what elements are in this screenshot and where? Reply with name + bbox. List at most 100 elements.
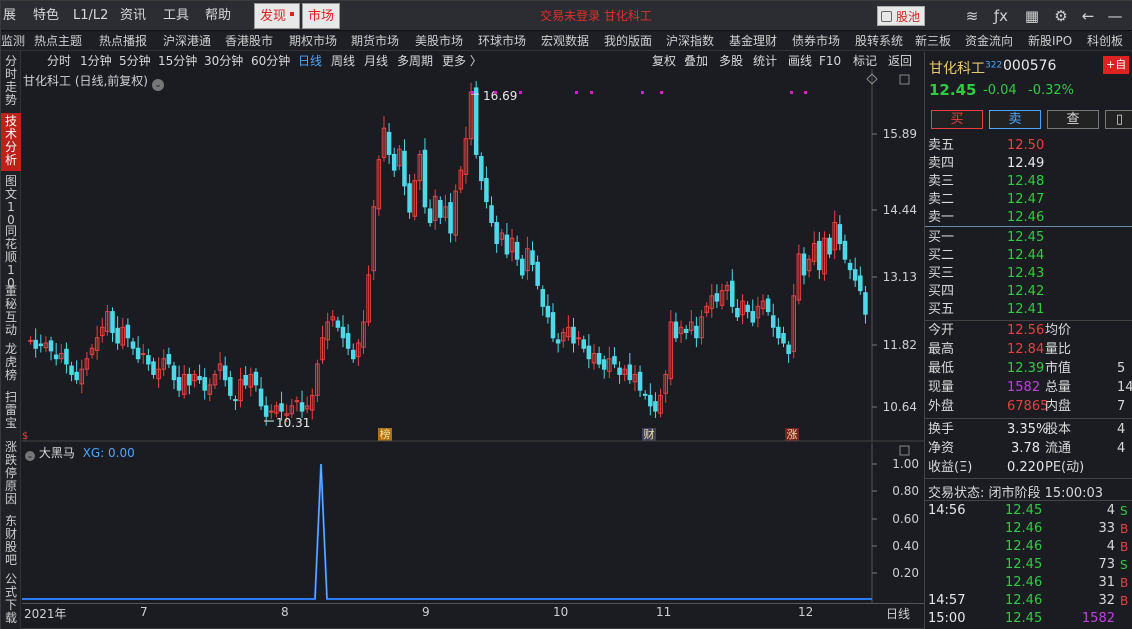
nav-item-9[interactable]: 宏观数据 <box>541 34 590 48</box>
signal-marker <box>494 91 497 94</box>
layers-icon[interactable]: ≋ <box>965 7 979 25</box>
nav-item-3[interactable]: 沪深港通 <box>163 34 212 48</box>
nav-item-8[interactable]: 环球市场 <box>478 34 527 48</box>
candle-body <box>458 169 464 190</box>
nav-item-11[interactable]: 沪深指数 <box>666 34 715 48</box>
stat-row: 最低 12.39 市值 5 <box>925 360 1132 378</box>
candle-body <box>499 232 505 240</box>
period-9[interactable]: 多周期 <box>397 54 434 68</box>
sell-button[interactable]: 卖 <box>989 110 1041 129</box>
panel-toggle-icon[interactable] <box>899 74 910 85</box>
more-trade-button[interactable]: ▯ <box>1105 110 1132 129</box>
chart-tool-5[interactable]: F10 <box>819 54 842 68</box>
nav-item-5[interactable]: 期权市场 <box>289 34 338 48</box>
discover-button[interactable]: 发现 <box>254 3 301 29</box>
chart-tool-7[interactable]: 返回 <box>888 54 913 68</box>
menu-item-help[interactable]: 帮助 <box>205 8 232 23</box>
back-arrow-icon[interactable]: ← <box>1081 7 1095 25</box>
grid-icon[interactable]: ▦ <box>1024 7 1040 25</box>
nav-item-12[interactable]: 基金理财 <box>729 34 778 48</box>
left-tab-2[interactable]: 图文10 <box>4 174 17 227</box>
x-axis-period[interactable]: 日线 <box>886 607 911 621</box>
nav-item-4[interactable]: 香港股市 <box>225 34 274 48</box>
period-1[interactable]: 1分钟 <box>80 54 112 68</box>
menu-item-display[interactable]: 展 <box>3 8 17 23</box>
nav-item-10[interactable]: 我的版面 <box>604 34 653 48</box>
left-tab-5[interactable]: 龙虎榜 <box>4 342 17 382</box>
period-0[interactable]: 分时 <box>47 54 72 68</box>
nav-item-0[interactable]: 监测 <box>1 34 26 48</box>
chart-tool-6[interactable]: 标记 <box>853 54 878 68</box>
chart-tool-3[interactable]: 统计 <box>753 54 778 68</box>
candlestick-chart[interactable]: 15.89 14.44 13.13 11.82 10.64 16.69 10.31 榜 财 涨 $ <box>22 69 924 442</box>
left-tab-4[interactable]: 董秘互动 <box>4 284 17 337</box>
nav-item-1[interactable]: 热点主题 <box>34 34 83 48</box>
candle-body <box>386 131 392 155</box>
ask-price[interactable]: 12.46 <box>1007 210 1045 225</box>
menu-item-tools[interactable]: 工具 <box>163 8 190 23</box>
buy-button[interactable]: 买 <box>931 110 983 129</box>
period-3[interactable]: 15分钟 <box>158 54 198 68</box>
stat-label: 现量 <box>928 380 955 395</box>
period-7[interactable]: 周线 <box>331 54 356 68</box>
nav-item-6[interactable]: 期货市场 <box>351 34 400 48</box>
period-8[interactable]: 月线 <box>364 54 389 68</box>
candle-body <box>509 237 515 253</box>
menu-item-level2[interactable]: L1/L2 <box>73 8 109 23</box>
candle-body <box>238 379 243 402</box>
query-button[interactable]: 查 <box>1047 110 1099 129</box>
bid-price[interactable]: 12.45 <box>1007 230 1045 245</box>
dropdown-icon[interactable]: ⌄ <box>152 79 164 91</box>
period-4[interactable]: 30分钟 <box>204 54 244 68</box>
indicator-panel-toggle-icon[interactable] <box>899 445 910 456</box>
market-button[interactable]: 市场 <box>302 3 341 29</box>
gear-icon[interactable]: ⚙ <box>1054 7 1068 25</box>
nav-item-14[interactable]: 股转系统 <box>855 34 904 48</box>
diamond-icon[interactable] <box>866 73 878 85</box>
candle-body <box>156 368 161 380</box>
x-axis-label-3: 9 <box>422 605 430 619</box>
add-watchlist-button[interactable]: +自 <box>1103 56 1130 74</box>
last-price: 12.45 <box>929 81 977 99</box>
chart-tool-1[interactable]: 叠加 <box>684 54 709 68</box>
nav-item-2[interactable]: 热点播报 <box>99 34 148 48</box>
period-5[interactable]: 60分钟 <box>251 54 291 68</box>
formula-icon[interactable]: ƒx <box>993 7 1009 25</box>
chart-tool-2[interactable]: 多股 <box>719 54 744 68</box>
stock-pool-button[interactable]: 股池 <box>877 6 926 26</box>
bid-price[interactable]: 12.43 <box>1007 266 1045 281</box>
indicator-chart[interactable]: 1.00 0.80 0.60 0.40 0.20 <box>22 443 924 603</box>
left-tab-3[interactable]: 同花顺10 <box>4 224 17 290</box>
nav-item-16[interactable]: 资金流向 <box>965 34 1014 48</box>
period-2[interactable]: 5分钟 <box>119 54 151 68</box>
left-tab-0[interactable]: 分时走势 <box>4 54 17 107</box>
left-tab-7[interactable]: 涨跌停原因 <box>4 440 17 506</box>
indicator-dropdown-icon[interactable]: ⌄ <box>25 451 35 461</box>
left-tab-8[interactable]: 东财股吧 <box>4 514 17 567</box>
nav-item-18[interactable]: 科创板 <box>1087 34 1124 48</box>
bid-price[interactable]: 12.44 <box>1007 248 1045 263</box>
left-tab-6[interactable]: 扫雷宝 <box>4 390 17 430</box>
period-10[interactable]: 更多 〉 <box>442 54 482 68</box>
left-tab-1[interactable]: 技术分析 <box>1 113 21 171</box>
ask-price[interactable]: 12.50 <box>1007 138 1045 153</box>
ask-price[interactable]: 12.47 <box>1007 192 1045 207</box>
menu-item-news[interactable]: 资讯 <box>120 8 147 23</box>
bid-price[interactable]: 12.41 <box>1007 302 1045 317</box>
chart-tool-0[interactable]: 复权 <box>652 54 677 68</box>
nav-item-13[interactable]: 债券市场 <box>792 34 841 48</box>
ask-price[interactable]: 12.49 <box>1007 156 1045 171</box>
bid-price[interactable]: 12.42 <box>1007 284 1045 299</box>
nav-item-17[interactable]: 新股IPO <box>1028 34 1073 48</box>
signal-marker <box>590 91 593 94</box>
period-6[interactable]: 日线 <box>298 54 323 68</box>
menu-item-featured[interactable]: 特色 <box>33 8 60 23</box>
stat-label: 净资 <box>928 441 955 456</box>
nav-item-15[interactable]: 新三板 <box>915 34 952 48</box>
candle-body <box>714 293 720 302</box>
ask-price[interactable]: 12.48 <box>1007 174 1045 189</box>
chart-tool-4[interactable]: 画线 <box>788 54 813 68</box>
minimize-icon[interactable]: — <box>1107 7 1123 25</box>
nav-item-7[interactable]: 美股市场 <box>415 34 464 48</box>
left-tab-9[interactable]: 公式下载 <box>4 572 17 625</box>
